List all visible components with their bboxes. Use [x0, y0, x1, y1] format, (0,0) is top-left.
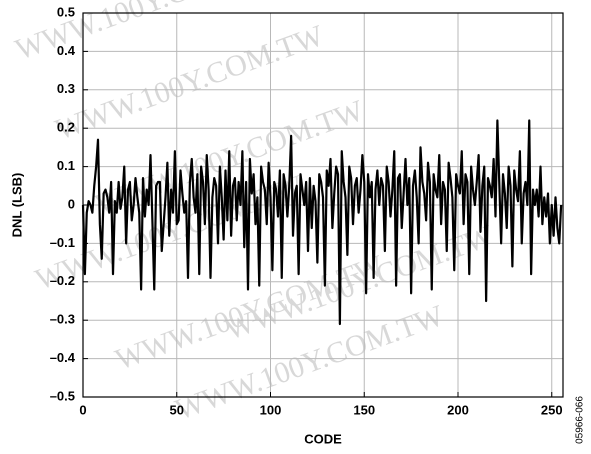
y-tick-label: 0	[68, 196, 75, 211]
y-axis-label: DNL (LSB)	[9, 173, 24, 238]
y-tick-label: –0.3	[50, 312, 75, 327]
y-tick-label: 0.2	[57, 120, 75, 135]
y-tick-label: 0.3	[57, 81, 75, 96]
x-tick-label: 0	[79, 402, 86, 417]
figure-id: 05966-066	[575, 396, 586, 444]
plot-frame	[82, 12, 564, 398]
x-tick-label: 50	[170, 402, 184, 417]
x-axis-label: CODE	[304, 431, 342, 446]
y-tick-label: 0.4	[57, 43, 76, 58]
y-tick-label: –0.2	[50, 273, 75, 288]
x-tick-label: 100	[260, 402, 282, 417]
y-tick-label: –0.5	[50, 388, 75, 403]
dnl-line	[81, 119, 563, 326]
x-tick-label: 200	[447, 402, 469, 417]
y-tick-label: –0.4	[50, 350, 76, 365]
x-tick-label: 250	[541, 402, 563, 417]
y-tick-label: 0.5	[57, 4, 75, 19]
y-tick-label: –0.1	[50, 235, 75, 250]
y-tick-label: 0.1	[57, 158, 75, 173]
x-tick-label: 150	[353, 402, 375, 417]
